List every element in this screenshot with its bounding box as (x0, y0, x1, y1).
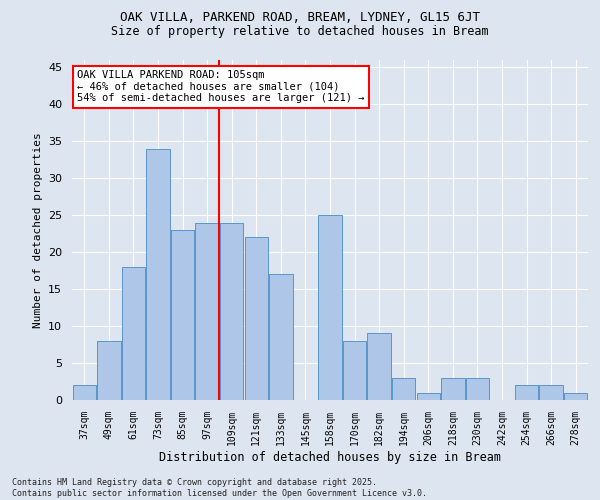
Bar (343, 341, 366, 400)
Bar (146, 148, 170, 400)
Text: Contains HM Land Registry data © Crown copyright and database right 2025.
Contai: Contains HM Land Registry data © Crown c… (12, 478, 427, 498)
Bar (196, 222, 219, 400)
Bar (269, 274, 293, 400)
Bar (122, 267, 145, 400)
Bar (441, 378, 464, 400)
Bar (319, 215, 341, 400)
Bar (367, 334, 391, 400)
Bar (171, 230, 194, 400)
X-axis label: Distribution of detached houses by size in Bream: Distribution of detached houses by size … (159, 450, 501, 464)
Bar (73, 385, 96, 400)
Bar (515, 385, 538, 400)
Bar (466, 378, 489, 400)
Bar (564, 392, 587, 400)
Bar (539, 385, 563, 400)
Bar (392, 378, 415, 400)
Y-axis label: Number of detached properties: Number of detached properties (32, 132, 43, 328)
Text: Size of property relative to detached houses in Bream: Size of property relative to detached ho… (111, 25, 489, 38)
Bar (245, 238, 268, 400)
Bar (416, 392, 440, 400)
Bar (220, 222, 244, 400)
Text: OAK VILLA, PARKEND ROAD, BREAM, LYDNEY, GL15 6JT: OAK VILLA, PARKEND ROAD, BREAM, LYDNEY, … (120, 11, 480, 24)
Bar (97, 341, 121, 400)
Text: OAK VILLA PARKEND ROAD: 105sqm
← 46% of detached houses are smaller (104)
54% of: OAK VILLA PARKEND ROAD: 105sqm ← 46% of … (77, 70, 365, 103)
